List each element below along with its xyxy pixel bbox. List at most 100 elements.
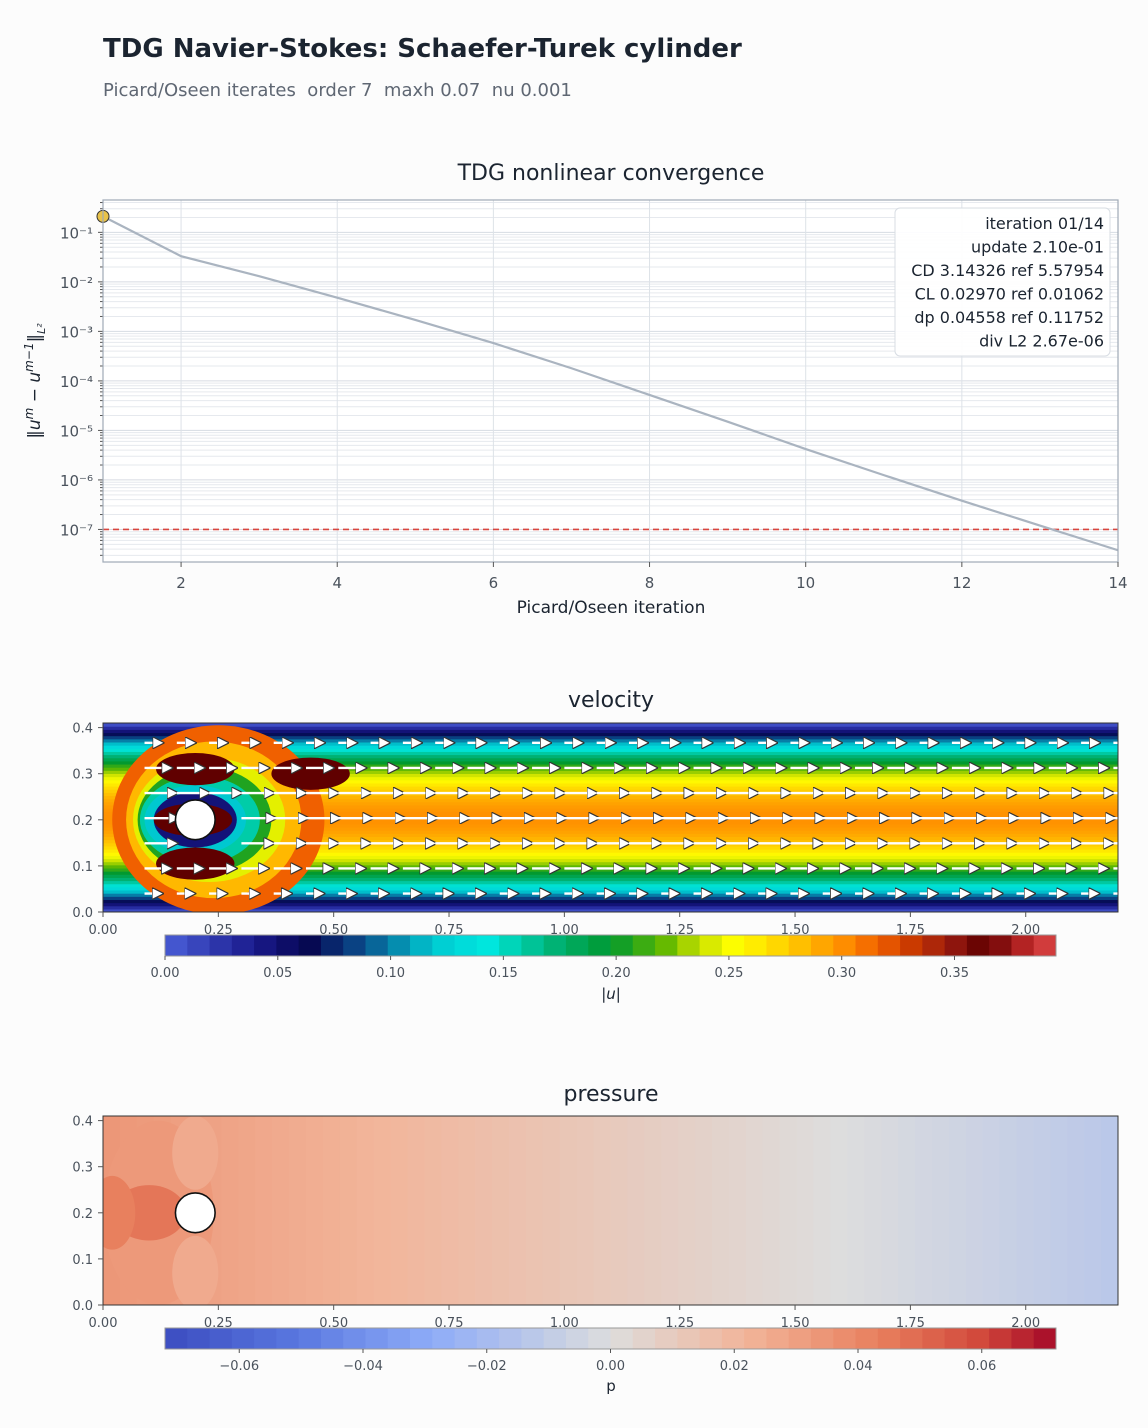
y-tick-label: 0.1 — [72, 1253, 93, 1268]
pressure-band — [289, 1116, 307, 1305]
colorbar-segment — [810, 935, 834, 956]
pressure-band — [796, 1116, 815, 1305]
pressure-band — [255, 1116, 273, 1305]
pressure-band — [1101, 1116, 1118, 1305]
colorbar-tick-label: 0.35 — [940, 966, 969, 981]
velocity-band — [103, 855, 1118, 860]
convergence-points — [102, 216, 1119, 551]
wake-hot-lobe — [156, 847, 235, 880]
pressure-band — [1084, 1116, 1102, 1305]
pressure-band — [475, 1116, 493, 1305]
velocity-band — [103, 849, 1118, 853]
velocity-band — [103, 748, 1118, 752]
colorbar-segment — [432, 935, 456, 956]
velocity-band — [103, 798, 1118, 803]
pressure-band — [322, 1116, 341, 1305]
colorbar-segment — [989, 935, 1012, 956]
y-tick-label: 10⁻³ — [60, 323, 93, 341]
colorbar-segment — [788, 935, 812, 956]
colorbar-segment — [788, 1328, 812, 1349]
pressure-band — [999, 1116, 1018, 1305]
colorbar-tick-label: 0.00 — [596, 1359, 625, 1374]
colorbar-segment — [588, 935, 611, 956]
convergence-panel: TDG nonlinear convergence 2 4 6 8 10 12 14 10⁻… — [22, 161, 1128, 618]
velocity-band — [103, 814, 1118, 819]
colorbar-tick-label: 0.00 — [151, 966, 180, 981]
pressure-band — [1016, 1116, 1035, 1305]
velocity-band — [103, 808, 1118, 812]
y-tick-label: 10⁻⁷ — [60, 521, 93, 539]
pressure-band — [610, 1116, 629, 1305]
colorbar-segment — [855, 1328, 879, 1349]
colorbar-segment — [632, 935, 656, 956]
convergence-x-ticks: 2 4 6 8 10 12 14 — [176, 562, 1128, 592]
convergence-title: TDG nonlinear convergence — [457, 161, 765, 186]
y-tick-label: 0.1 — [72, 860, 93, 875]
pressure-cylinder-region — [103, 1116, 219, 1305]
pressure-band — [1033, 1116, 1051, 1305]
info-box-line: iteration 01/14 — [985, 214, 1104, 233]
colorbar-segment — [922, 935, 946, 956]
colorbar-segment — [476, 1328, 500, 1349]
pressure-colorbar-label: p — [606, 1377, 616, 1395]
velocity-y-ticks: 0.0 0.1 0.2 0.3 0.4 — [72, 722, 103, 921]
velocity-colorbar — [165, 935, 1057, 956]
colorbar-segment — [1033, 935, 1057, 956]
colorbar-segment — [476, 935, 500, 956]
colorbar-segment — [699, 1328, 723, 1349]
velocity-band — [103, 839, 1118, 844]
velocity-band — [103, 763, 1118, 768]
pressure-band — [965, 1116, 984, 1305]
pressure-band — [542, 1116, 561, 1305]
pressure-band — [1050, 1116, 1068, 1305]
velocity-frame — [102, 722, 1119, 913]
velocity-band — [103, 779, 1118, 784]
colorbar-tick-label: −0.02 — [467, 1359, 507, 1374]
velocity-band — [103, 789, 1118, 793]
colorbar-segment — [855, 935, 879, 956]
x-tick-label: 1.50 — [781, 923, 810, 938]
x-tick-label: 12 — [952, 574, 971, 592]
colorbar-tick-label: 0.02 — [720, 1359, 749, 1374]
velocity-band — [103, 836, 1118, 841]
velocity-band — [103, 723, 1118, 727]
y-tick-label: 0.0 — [72, 906, 93, 921]
y-tick-label: 0.3 — [72, 1161, 93, 1176]
velocity-band — [103, 877, 1118, 882]
pressure-band — [813, 1116, 832, 1305]
colorbar-segment — [744, 1328, 767, 1349]
colorbar-segment — [521, 935, 545, 956]
x-tick-label: 0.50 — [319, 923, 348, 938]
pressure-lobe — [172, 1235, 219, 1305]
info-box-line: div L2 2.67e-06 — [979, 332, 1104, 351]
colorbar-tick-label: 0.25 — [714, 966, 743, 981]
velocity-band — [103, 760, 1118, 765]
x-tick-label: 1.25 — [665, 923, 694, 938]
info-box-line: CL 0.02970 ref 0.01062 — [915, 285, 1104, 304]
pressure-band — [695, 1116, 713, 1305]
colorbar-tick-label: 0.05 — [263, 966, 292, 981]
velocity-band — [103, 726, 1118, 730]
x-tick-label: 1.50 — [781, 1316, 810, 1331]
y-tick-label: 10⁻⁵ — [60, 422, 93, 440]
colorbar-segment — [343, 935, 366, 956]
colorbar-tick-label: 0.04 — [844, 1359, 873, 1374]
pressure-title: pressure — [563, 1082, 658, 1107]
colorbar-segment — [165, 935, 188, 956]
colorbar-segment — [298, 1328, 322, 1349]
pressure-band — [593, 1116, 612, 1305]
y-tick-label: 0.2 — [72, 814, 93, 829]
velocity-quiver — [144, 743, 1118, 894]
velocity-band — [103, 786, 1118, 790]
velocity-band — [103, 880, 1118, 885]
velocity-band — [103, 751, 1118, 756]
colorbar-segment — [276, 935, 300, 956]
velocity-band — [103, 908, 1118, 912]
colorbar-segment — [588, 1328, 611, 1349]
pressure-band — [644, 1116, 662, 1305]
velocity-band — [103, 874, 1118, 878]
colorbar-segment — [810, 1328, 834, 1349]
velocity-band — [103, 804, 1118, 809]
colorbar-segment — [254, 935, 277, 956]
